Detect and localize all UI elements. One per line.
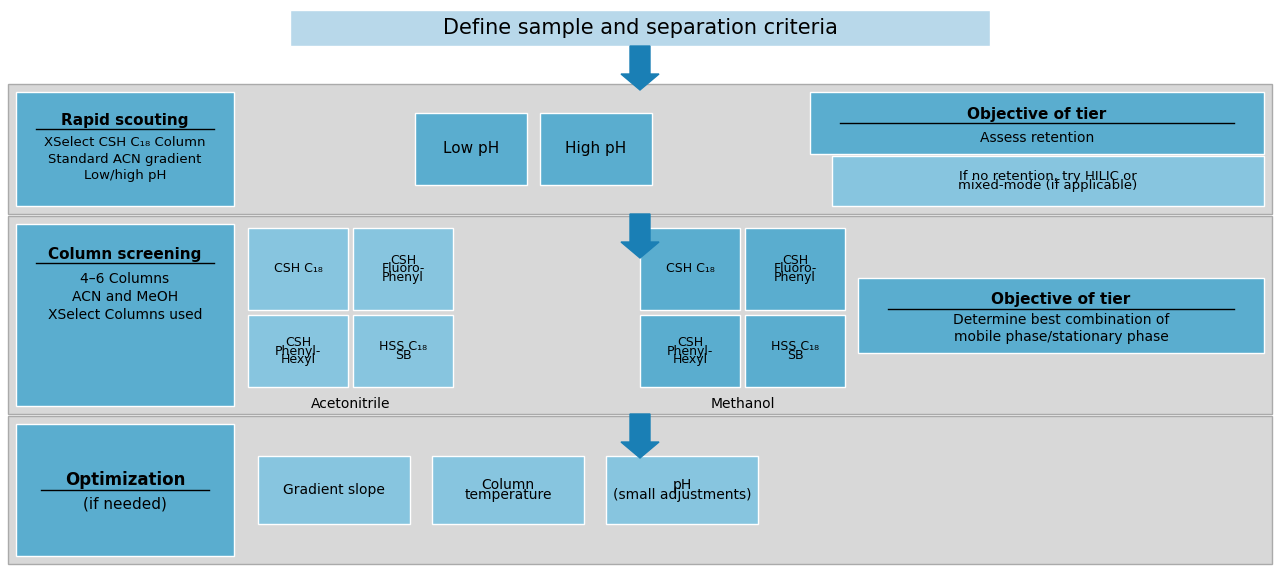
Text: CSH: CSH <box>677 336 703 349</box>
Text: HSS C₁₈: HSS C₁₈ <box>379 340 428 353</box>
Text: CSH: CSH <box>285 336 311 349</box>
Bar <box>605 456 758 524</box>
Bar <box>832 156 1265 206</box>
Text: XSelect CSH C₁₈ Column: XSelect CSH C₁₈ Column <box>45 136 206 149</box>
Polygon shape <box>621 214 659 258</box>
Text: SB: SB <box>394 349 411 362</box>
Text: Fluoro-: Fluoro- <box>773 263 817 276</box>
Text: Hexyl: Hexyl <box>280 353 316 366</box>
Text: Objective of tier: Objective of tier <box>968 106 1107 121</box>
Text: (if needed): (if needed) <box>83 496 166 511</box>
Bar <box>353 228 453 310</box>
Bar <box>353 315 453 387</box>
Text: Assess retention: Assess retention <box>980 131 1094 145</box>
Text: Fluoro-: Fluoro- <box>381 263 425 276</box>
Text: SB: SB <box>787 349 804 362</box>
Bar <box>640 228 740 310</box>
Bar <box>15 92 234 206</box>
Text: High pH: High pH <box>566 141 627 157</box>
Text: 4–6 Columns: 4–6 Columns <box>81 272 169 286</box>
Text: Acetonitrile: Acetonitrile <box>311 397 390 411</box>
Text: Low pH: Low pH <box>443 141 499 157</box>
Text: Gradient slope: Gradient slope <box>283 483 385 497</box>
Bar <box>540 113 652 185</box>
Bar <box>858 277 1265 352</box>
Bar <box>15 424 234 556</box>
Text: If no retention, try HILIC or: If no retention, try HILIC or <box>959 169 1137 182</box>
Text: XSelect Columns used: XSelect Columns used <box>47 308 202 322</box>
Bar <box>15 224 234 406</box>
Bar <box>433 456 584 524</box>
Bar <box>259 456 410 524</box>
Text: Low/high pH: Low/high pH <box>83 169 166 182</box>
Bar <box>248 228 348 310</box>
Text: Phenyl: Phenyl <box>381 271 424 284</box>
Text: Methanol: Methanol <box>710 397 774 411</box>
Text: Column screening: Column screening <box>49 247 202 261</box>
Bar <box>745 315 845 387</box>
Text: HSS C₁₈: HSS C₁₈ <box>771 340 819 353</box>
Text: Hexyl: Hexyl <box>672 353 708 366</box>
Text: (small adjustments): (small adjustments) <box>613 488 751 502</box>
Text: CSH C₁₈: CSH C₁₈ <box>666 263 714 276</box>
Text: Optimization: Optimization <box>65 471 186 489</box>
Bar <box>8 216 1272 414</box>
Bar <box>640 315 740 387</box>
Text: mixed-mode (if applicable): mixed-mode (if applicable) <box>959 180 1138 193</box>
Polygon shape <box>621 46 659 90</box>
Text: Column: Column <box>481 478 535 492</box>
Text: Objective of tier: Objective of tier <box>992 292 1130 307</box>
Text: CSH C₁₈: CSH C₁₈ <box>274 263 323 276</box>
Text: ACN and MeOH: ACN and MeOH <box>72 290 178 304</box>
Polygon shape <box>621 414 659 458</box>
Text: Phenyl: Phenyl <box>774 271 815 284</box>
Text: Phenyl-: Phenyl- <box>667 344 713 358</box>
Text: Determine best combination of
mobile phase/stationary phase: Determine best combination of mobile pha… <box>952 313 1169 344</box>
Text: CSH: CSH <box>390 254 416 267</box>
Text: pH: pH <box>672 478 691 492</box>
Bar <box>745 228 845 310</box>
Text: Define sample and separation criteria: Define sample and separation criteria <box>443 18 837 38</box>
Text: Rapid scouting: Rapid scouting <box>61 113 188 128</box>
Bar <box>248 315 348 387</box>
Bar <box>810 92 1265 154</box>
Bar <box>415 113 527 185</box>
Text: Standard ACN gradient: Standard ACN gradient <box>49 153 202 165</box>
Bar <box>291 10 989 46</box>
Text: Phenyl-: Phenyl- <box>275 344 321 358</box>
Bar <box>8 416 1272 564</box>
Text: temperature: temperature <box>465 488 552 502</box>
Text: CSH: CSH <box>782 254 808 267</box>
Bar <box>8 84 1272 214</box>
